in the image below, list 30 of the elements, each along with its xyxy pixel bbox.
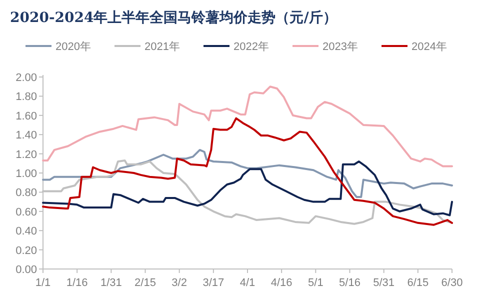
x-tick-label: 6/15: [407, 277, 429, 289]
y-tick-label: 1.00: [16, 168, 37, 180]
y-tick-label: 1.60: [16, 110, 37, 122]
x-tick-label: 5/1: [308, 277, 324, 289]
x-tick-label: 5/31: [373, 277, 395, 289]
legend-label: 2021年: [144, 41, 180, 53]
legend-label: 2020年: [56, 41, 91, 53]
legend-label: 2024年: [412, 41, 447, 53]
x-tick-label: 6/30: [441, 277, 463, 289]
y-tick-label: 1.40: [16, 130, 37, 142]
y-tick-label: 0.00: [16, 264, 37, 276]
x-tick-label: 1/16: [66, 277, 88, 289]
legend-label: 2023年: [322, 41, 358, 53]
x-tick-label: 4/16: [270, 277, 292, 289]
x-tick-label: 2/15: [134, 277, 156, 289]
y-tick-label: 1.80: [16, 91, 37, 104]
y-tick-label: 0.20: [16, 244, 37, 257]
x-tick-label: 1/1: [35, 277, 51, 289]
y-tick-label: 0.60: [16, 206, 37, 218]
x-tick-label: 3/2: [172, 277, 187, 289]
y-tick-label: 1.20: [16, 148, 37, 161]
x-tick-label: 1/31: [100, 277, 122, 289]
y-tick-label: 0.80: [16, 187, 37, 200]
y-tick-label: 2.00: [16, 72, 37, 84]
x-tick-label: 3/17: [202, 277, 224, 289]
x-tick-label: 5/16: [339, 277, 360, 289]
y-tick-label: 0.40: [16, 226, 37, 238]
x-tick-label: 4/1: [240, 277, 256, 289]
legend-label: 2022年: [234, 41, 269, 53]
title: 2020-2024年上半年全国马铃薯均价走势（元/斤）: [10, 10, 337, 26]
